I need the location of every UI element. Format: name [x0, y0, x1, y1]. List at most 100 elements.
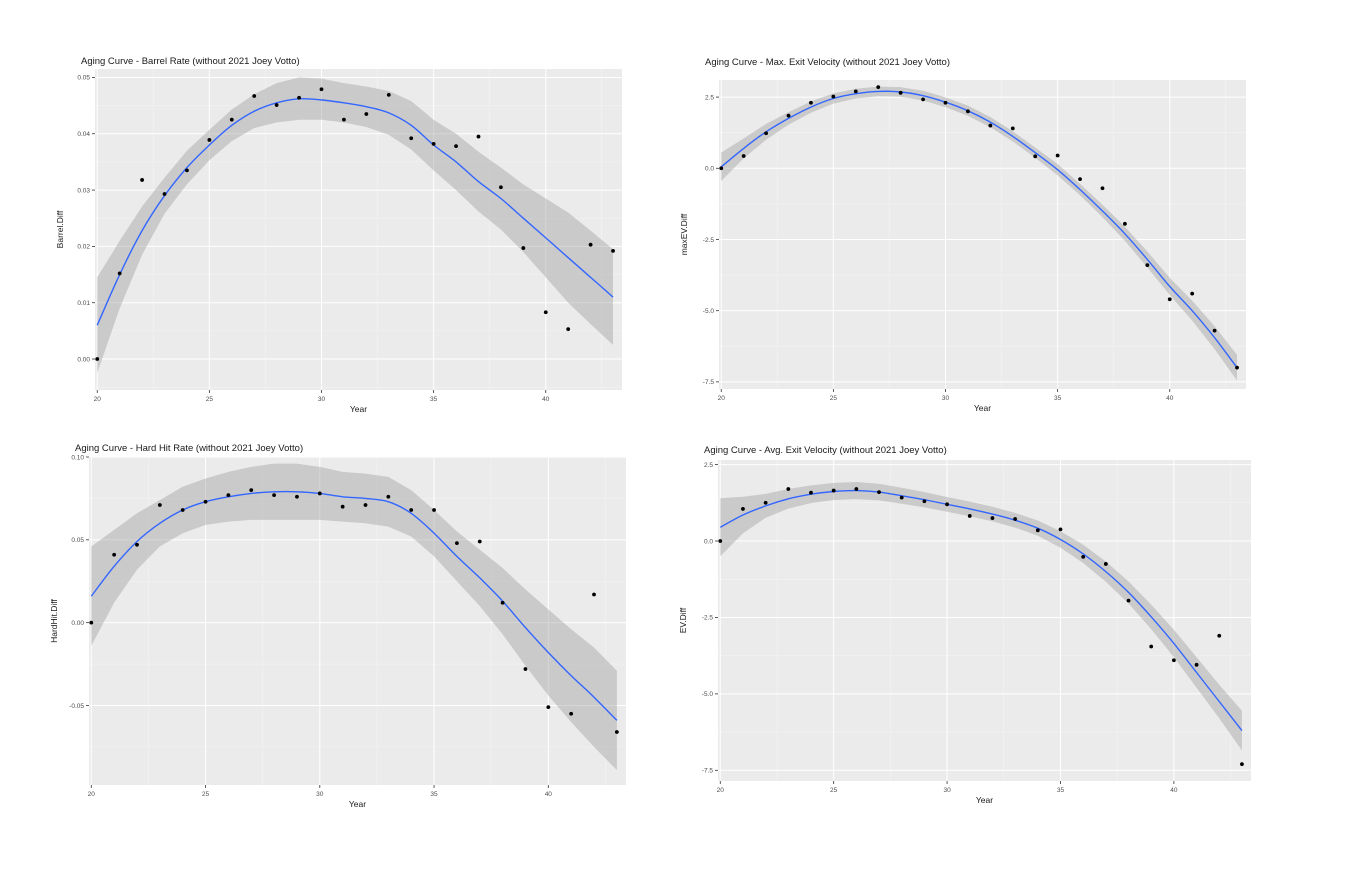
data-point: [1212, 328, 1217, 333]
x-tick-label: 30: [318, 396, 326, 403]
data-point: [831, 94, 836, 99]
data-point: [1058, 527, 1063, 532]
data-point: [203, 499, 208, 504]
y-tick-label: -7.5: [703, 379, 715, 386]
x-tick-label: 30: [943, 787, 951, 794]
data-point: [364, 112, 369, 116]
data-point: [229, 117, 234, 122]
data-point: [876, 85, 881, 90]
data-point: [1149, 644, 1154, 649]
data-point: [521, 246, 526, 250]
data-point: [499, 185, 503, 190]
y-tick-label: 0.10: [71, 454, 84, 461]
chart-4: 20 25 30 35 40 -7.5 -5.0 -2.5 0.0 2.5 Aging Curve …: [678, 445, 1251, 805]
data-point: [274, 103, 279, 107]
data-point: [185, 168, 189, 173]
data-point: [180, 508, 185, 512]
y-tick-label: 0.00: [71, 620, 84, 627]
data-point: [1171, 658, 1176, 663]
x-tick-label: 35: [430, 791, 438, 798]
data-point: [409, 508, 414, 512]
data-point: [988, 123, 993, 128]
data-point: [1217, 633, 1222, 638]
data-point: [476, 134, 481, 139]
data-point: [943, 100, 948, 105]
data-point: [252, 94, 257, 98]
data-point: [1194, 662, 1199, 667]
y-axis-label: HardHit.Diff: [49, 598, 59, 642]
y-axis-label: maxEV.Diff: [679, 213, 689, 255]
data-point: [719, 166, 724, 171]
x-tick-label: 25: [830, 787, 838, 794]
data-point: [569, 711, 574, 716]
y-tick-label: 0.01: [77, 300, 90, 307]
data-point: [89, 620, 94, 625]
y-tick-label: 0.04: [77, 131, 90, 138]
chart-1: 20 25 30 35 40 0.00 0.01 0.02 0.03 0.04 0.05 Aging …: [55, 56, 622, 414]
data-point: [967, 514, 972, 518]
chart-title: Aging Curve - Max. Exit Velocity (withou…: [705, 57, 950, 68]
x-tick-label: 35: [1054, 395, 1062, 402]
data-point: [899, 495, 904, 500]
y-tick-label: -7.5: [702, 768, 714, 775]
data-point: [763, 500, 768, 505]
x-tick-label: 35: [1057, 787, 1065, 794]
data-point: [966, 109, 970, 114]
chart-title: Aging Curve - Hard Hit Rate (without 202…: [75, 443, 303, 454]
data-point: [342, 117, 346, 122]
data-point: [614, 730, 619, 734]
plot-panel: [719, 80, 1246, 389]
x-tick-label: 40: [1166, 395, 1174, 402]
y-tick-label: 0.02: [77, 244, 90, 251]
smooth-line: [90, 490, 618, 721]
data-point: [611, 249, 615, 253]
data-point: [588, 242, 593, 247]
y-tick-label: 0.00: [77, 356, 90, 363]
data-point: [454, 144, 458, 149]
data-point: [854, 487, 859, 491]
x-axis-label: Year: [349, 799, 366, 809]
y-tick-label: -5.0: [703, 308, 715, 315]
data-point: [741, 154, 746, 158]
smooth-line: [720, 90, 1238, 369]
x-axis-label: Year: [350, 404, 367, 414]
data-point: [566, 327, 571, 332]
data-point: [1190, 291, 1195, 296]
data-point: [877, 490, 881, 494]
y-tick-label: 0.0: [704, 538, 713, 545]
data-point: [1010, 126, 1015, 131]
data-point: [1167, 297, 1172, 302]
x-tick-label: 40: [1170, 787, 1178, 794]
y-tick-label: 0.05: [71, 537, 84, 544]
data-point: [1081, 555, 1086, 559]
y-tick-label: 2.5: [704, 462, 713, 469]
x-tick-label: 20: [94, 396, 102, 403]
data-point: [162, 192, 167, 196]
confidence-band: [720, 482, 1242, 751]
data-point: [1126, 598, 1131, 603]
data-point: [922, 499, 927, 504]
data-point: [718, 539, 723, 543]
y-tick-label: -2.5: [702, 615, 714, 622]
y-tick-label: 0.05: [77, 75, 90, 82]
x-tick-label: 40: [542, 396, 550, 403]
x-tick-label: 30: [316, 791, 324, 798]
data-point: [117, 271, 122, 276]
data-point: [95, 357, 100, 361]
data-point: [386, 494, 391, 499]
data-point: [1103, 562, 1108, 566]
data-point: [921, 97, 925, 102]
data-point: [1100, 186, 1105, 191]
data-point: [1145, 263, 1150, 268]
x-tick-label: 30: [942, 395, 950, 402]
data-point: [477, 539, 482, 544]
data-point: [809, 100, 813, 105]
y-tick-label: -0.05: [69, 703, 84, 710]
data-point: [317, 491, 322, 496]
data-point: [432, 508, 436, 512]
data-point: [543, 310, 548, 315]
data-point: [592, 592, 596, 597]
data-point: [1078, 177, 1082, 182]
data-point: [898, 90, 903, 95]
data-point: [340, 504, 345, 509]
